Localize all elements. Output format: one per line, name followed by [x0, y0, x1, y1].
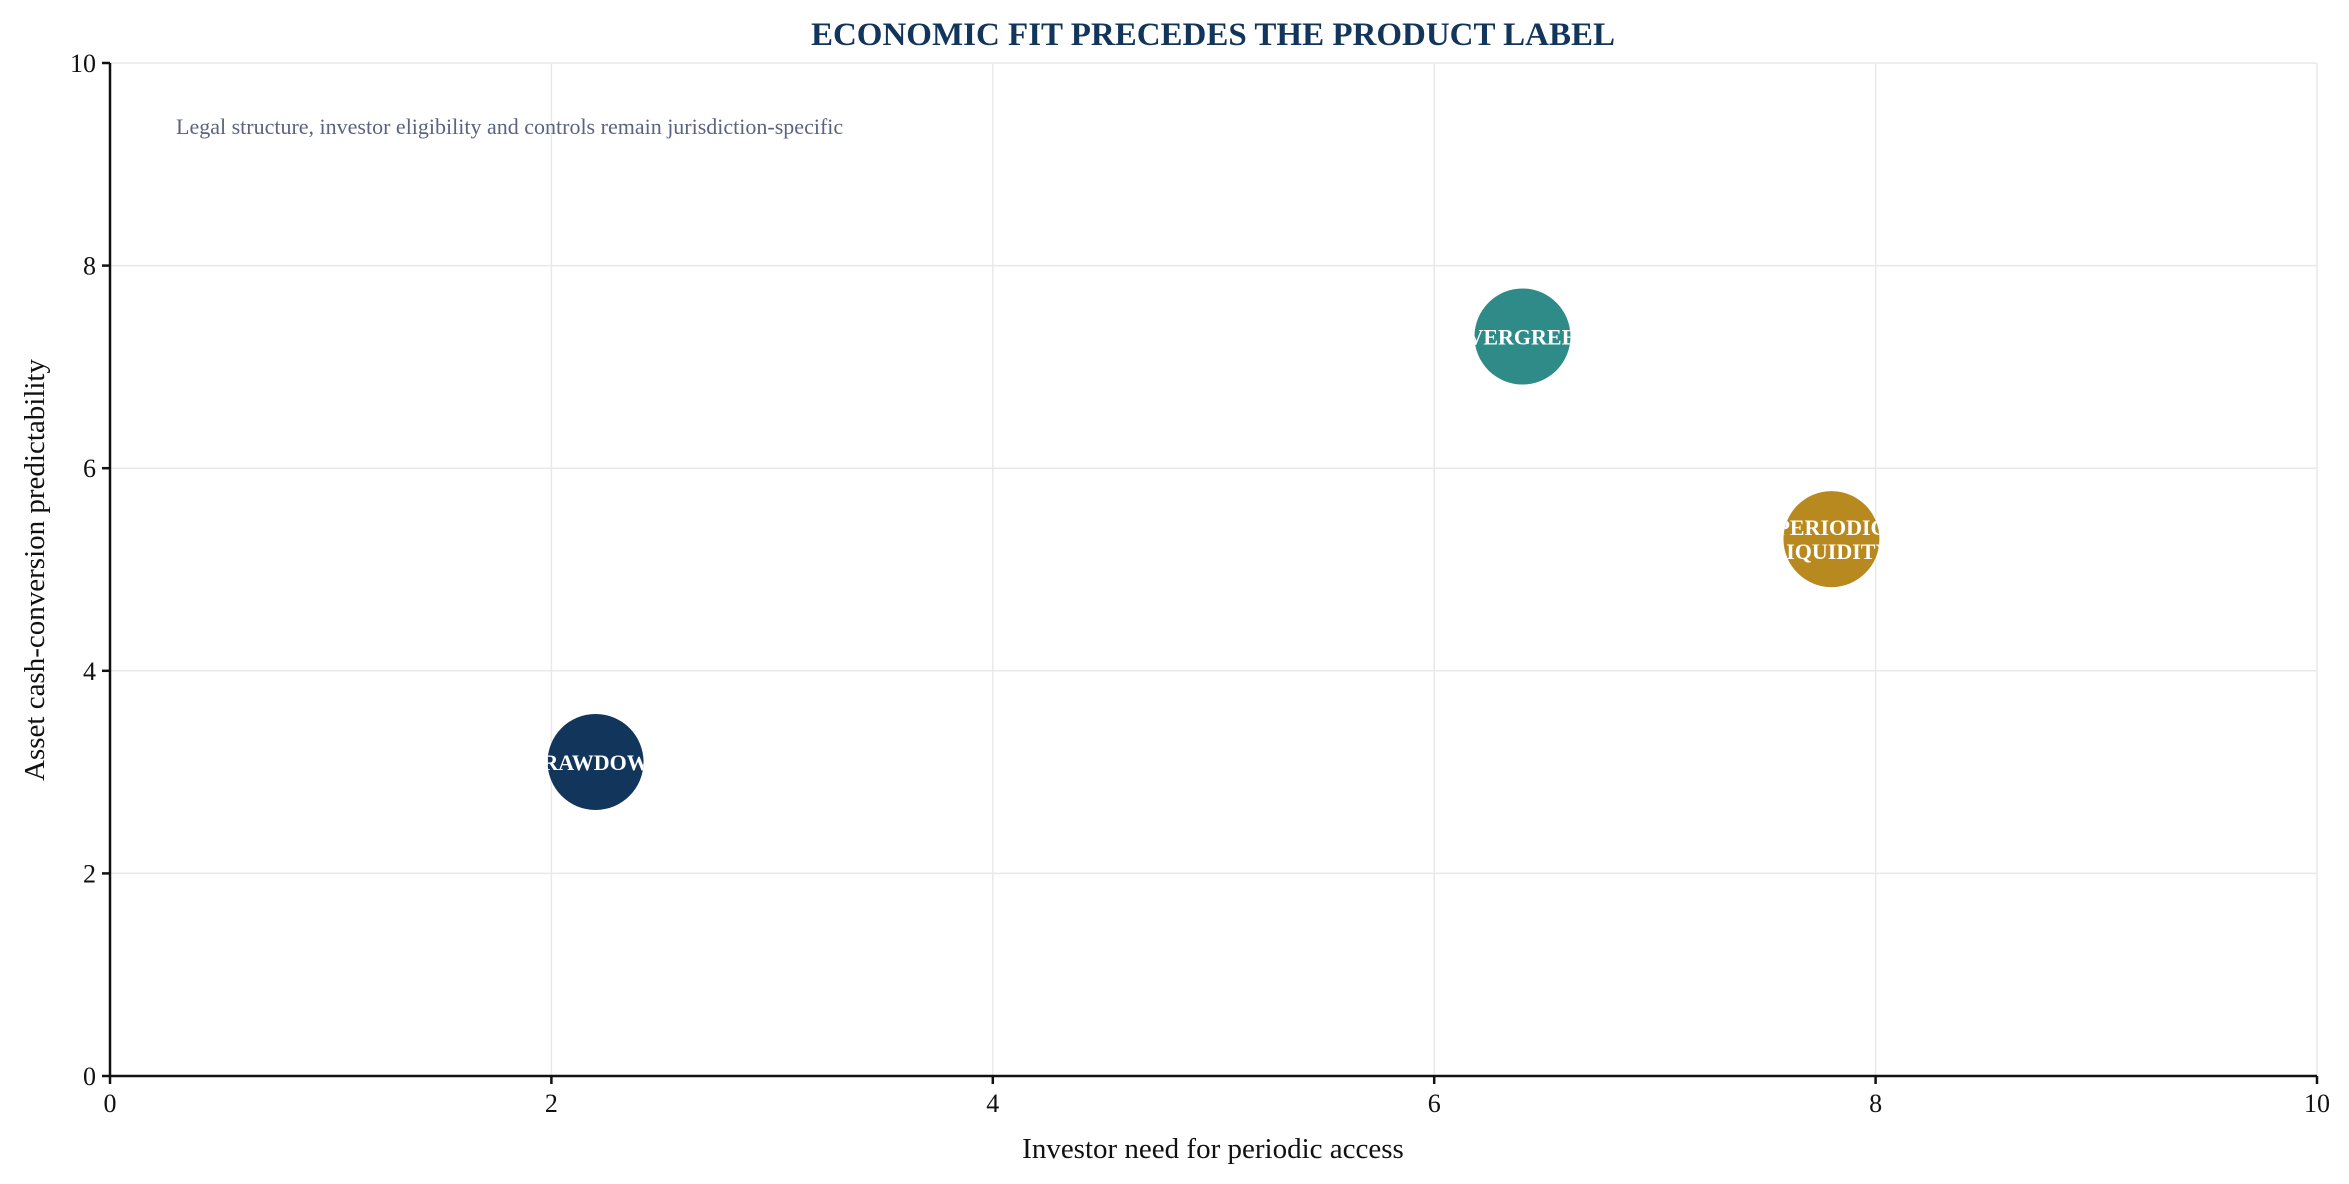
y-axis-label: Asset cash-conversion predictability	[19, 359, 51, 781]
chart-title: ECONOMIC FIT PRECEDES THE PRODUCT LABEL	[811, 17, 1615, 53]
y-tick-label: 10	[70, 49, 96, 78]
x-tick-label: 10	[2304, 1089, 2330, 1118]
bubble-label-drawdown: DRAWDOWN	[526, 750, 664, 775]
y-tick-label: 0	[83, 1062, 96, 1091]
x-tick-label: 2	[545, 1089, 558, 1118]
bubble-periodic-liquidity	[1783, 491, 1880, 588]
x-tick-label: 4	[986, 1089, 999, 1118]
x-axis-label: Investor need for periodic access	[1022, 1133, 1404, 1165]
x-tick-label: 0	[104, 1089, 117, 1118]
bubble-drawdown	[547, 713, 644, 810]
x-tick-label: 8	[1869, 1089, 1882, 1118]
bubble-evergreen	[1474, 288, 1571, 385]
bubble-label-periodic-liquidity: PERIODIC LIQUIDITY	[1772, 515, 1892, 564]
y-tick-label: 6	[83, 454, 96, 483]
y-tick-label: 2	[83, 859, 96, 888]
ticks: 0 2 4 6 8 10 0 2 4 6 8 10	[70, 49, 2330, 1118]
bubble-label-evergreen: EVERGREEN	[1453, 325, 1592, 350]
chart-annotation: Legal structure, investor eligibility an…	[176, 114, 843, 139]
axes	[108, 63, 2317, 1078]
grid	[109, 62, 2318, 1077]
y-tick-label: 8	[83, 252, 96, 281]
x-tick-label: 6	[1428, 1089, 1441, 1118]
data-points: DRAWDOWN EVERGREEN PERIODIC LIQUIDITY	[526, 288, 1892, 810]
y-tick-label: 4	[83, 657, 96, 686]
